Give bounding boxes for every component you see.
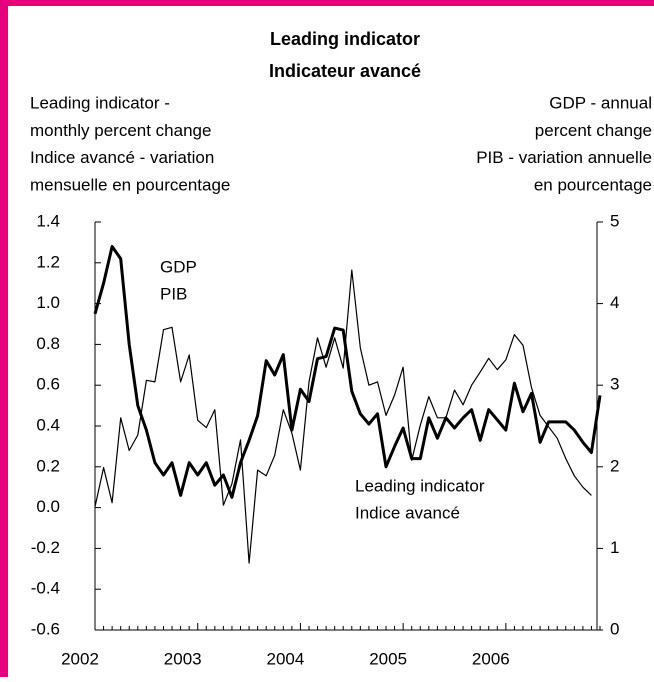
y-axis-label: monthly percent change: [30, 121, 211, 140]
y-tick-label: 0.8: [36, 334, 60, 353]
series-annotation: PIB: [160, 284, 187, 303]
chart-title: Leading indicator: [270, 29, 420, 49]
y-tick-label: -0.6: [31, 619, 60, 638]
x-tick-label: 2002: [61, 649, 99, 668]
y-tick-label: 1.4: [36, 211, 60, 230]
y-tick-label: 0.2: [36, 456, 60, 475]
y-tick-label: 1.2: [36, 252, 60, 271]
series-line: [94, 269, 592, 564]
x-tick-label: 2004: [267, 649, 305, 668]
y-tick-label: 0.4: [36, 415, 60, 434]
y2-tick-label: 3: [610, 375, 619, 394]
y-tick-label: -0.4: [31, 579, 60, 598]
y2-tick-label: 4: [610, 293, 619, 312]
series-annotation: Indice avancé: [355, 503, 460, 522]
y-axis-label: Indice avancé - variation: [30, 148, 214, 167]
y2-tick-label: 0: [610, 619, 619, 638]
y2-tick-label: 5: [610, 211, 619, 230]
x-tick-label: 2006: [472, 649, 510, 668]
y-axis-label: Leading indicator -: [30, 93, 170, 112]
y-tick-label: -0.2: [31, 538, 60, 557]
series-annotation: Leading indicator: [355, 476, 485, 495]
y-axis-label: mensuelle en pourcentage: [30, 175, 230, 194]
series-annotation: GDP: [160, 257, 197, 276]
series-line: [93, 245, 602, 499]
y2-axis-label: GDP - annual: [549, 93, 652, 112]
y2-axis-label: PIB - variation annuelle: [476, 148, 652, 167]
y2-tick-label: 2: [610, 456, 619, 475]
chart-title: Indicateur avancé: [269, 61, 421, 81]
y-tick-label: 0.6: [36, 375, 60, 394]
y-tick-label: 1.0: [36, 293, 60, 312]
frame-left: [0, 0, 8, 677]
x-tick-label: 2005: [369, 649, 407, 668]
frame-top: [0, 0, 654, 6]
y2-tick-label: 1: [610, 538, 619, 557]
x-tick-label: 2003: [164, 649, 202, 668]
y2-axis-label: percent change: [535, 121, 652, 140]
y-tick-label: 0.0: [36, 497, 60, 516]
y2-axis-label: en pourcentage: [534, 175, 652, 194]
